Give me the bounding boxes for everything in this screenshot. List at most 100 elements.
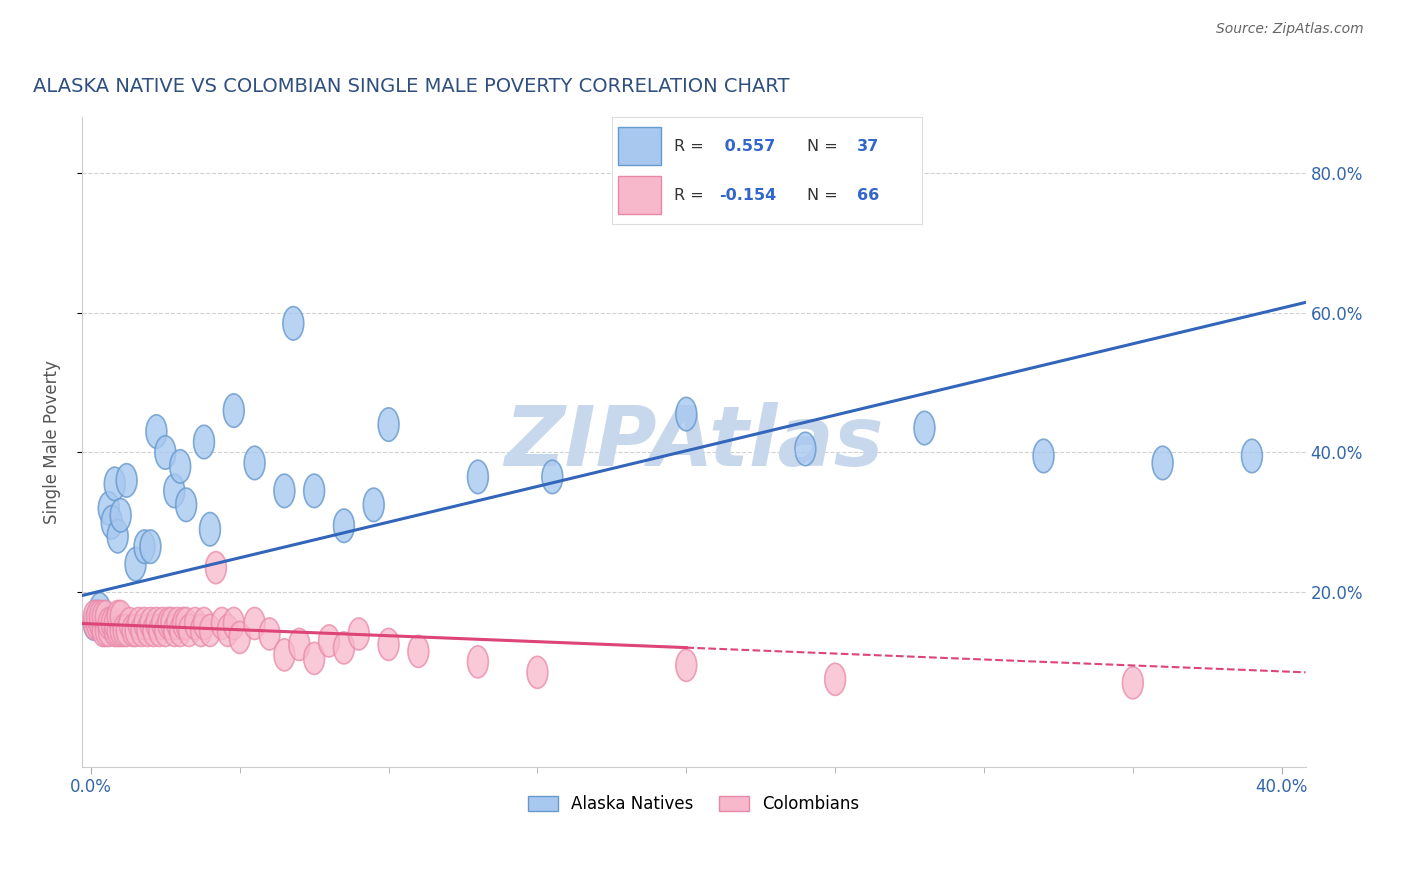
Ellipse shape — [211, 607, 232, 640]
Bar — [617, 176, 661, 214]
Ellipse shape — [90, 600, 110, 632]
Ellipse shape — [107, 615, 128, 647]
Ellipse shape — [131, 615, 152, 647]
Ellipse shape — [117, 464, 136, 497]
Ellipse shape — [98, 491, 120, 525]
Ellipse shape — [104, 607, 125, 640]
Ellipse shape — [467, 646, 488, 678]
Ellipse shape — [110, 499, 131, 532]
Ellipse shape — [274, 475, 295, 508]
Ellipse shape — [128, 607, 149, 640]
Ellipse shape — [101, 607, 122, 640]
Ellipse shape — [408, 635, 429, 667]
Ellipse shape — [146, 415, 167, 449]
Y-axis label: Single Male Poverty: Single Male Poverty — [44, 360, 60, 524]
Ellipse shape — [914, 411, 935, 445]
Ellipse shape — [229, 622, 250, 654]
Ellipse shape — [122, 615, 143, 647]
Ellipse shape — [141, 530, 160, 564]
Ellipse shape — [155, 615, 176, 647]
Ellipse shape — [96, 607, 117, 640]
Ellipse shape — [86, 599, 107, 633]
Ellipse shape — [165, 615, 184, 647]
Text: N =: N = — [807, 138, 844, 153]
Ellipse shape — [224, 394, 245, 427]
Ellipse shape — [98, 607, 120, 640]
Ellipse shape — [363, 488, 384, 522]
Text: Source: ZipAtlas.com: Source: ZipAtlas.com — [1216, 22, 1364, 37]
Ellipse shape — [96, 600, 117, 632]
Ellipse shape — [157, 607, 179, 640]
Ellipse shape — [136, 615, 157, 647]
Ellipse shape — [86, 607, 107, 640]
Ellipse shape — [304, 475, 325, 508]
Ellipse shape — [170, 615, 191, 647]
Ellipse shape — [152, 607, 173, 640]
Ellipse shape — [96, 615, 117, 647]
Ellipse shape — [825, 664, 845, 696]
Ellipse shape — [170, 450, 191, 483]
Ellipse shape — [155, 435, 176, 469]
Ellipse shape — [378, 408, 399, 442]
Ellipse shape — [143, 615, 165, 647]
Ellipse shape — [83, 607, 104, 640]
Ellipse shape — [1152, 446, 1173, 480]
Ellipse shape — [125, 615, 146, 647]
Ellipse shape — [378, 628, 399, 660]
Ellipse shape — [93, 615, 114, 647]
Ellipse shape — [83, 607, 104, 640]
Ellipse shape — [200, 615, 221, 647]
Ellipse shape — [194, 425, 215, 458]
Ellipse shape — [794, 433, 815, 466]
Ellipse shape — [104, 615, 125, 647]
Ellipse shape — [149, 615, 170, 647]
Ellipse shape — [141, 607, 160, 640]
Ellipse shape — [184, 607, 205, 640]
Ellipse shape — [1122, 666, 1143, 698]
Ellipse shape — [191, 615, 211, 647]
Ellipse shape — [676, 397, 697, 431]
Ellipse shape — [200, 513, 221, 546]
Ellipse shape — [93, 603, 114, 637]
Bar — [617, 127, 661, 165]
Ellipse shape — [165, 475, 184, 508]
Text: R =: R = — [673, 187, 709, 202]
Ellipse shape — [167, 607, 187, 640]
Text: ALASKA NATIVE VS COLOMBIAN SINGLE MALE POVERTY CORRELATION CHART: ALASKA NATIVE VS COLOMBIAN SINGLE MALE P… — [32, 78, 790, 96]
Ellipse shape — [274, 639, 295, 671]
Ellipse shape — [288, 628, 309, 660]
Ellipse shape — [676, 649, 697, 681]
Ellipse shape — [467, 460, 488, 493]
Ellipse shape — [90, 607, 110, 640]
Ellipse shape — [205, 551, 226, 583]
Ellipse shape — [86, 600, 107, 632]
Ellipse shape — [349, 618, 370, 650]
Ellipse shape — [146, 607, 167, 640]
Text: 0.557: 0.557 — [718, 138, 775, 153]
Ellipse shape — [304, 642, 325, 674]
Ellipse shape — [259, 618, 280, 650]
Ellipse shape — [179, 615, 200, 647]
Ellipse shape — [125, 548, 146, 581]
Ellipse shape — [93, 600, 114, 632]
Ellipse shape — [107, 600, 128, 632]
Ellipse shape — [117, 615, 136, 647]
Ellipse shape — [176, 488, 197, 522]
Ellipse shape — [224, 607, 245, 640]
Ellipse shape — [527, 657, 548, 689]
Ellipse shape — [107, 519, 128, 553]
Text: -0.154: -0.154 — [718, 187, 776, 202]
Ellipse shape — [176, 607, 197, 640]
Ellipse shape — [173, 607, 194, 640]
Ellipse shape — [134, 607, 155, 640]
Ellipse shape — [83, 600, 104, 632]
Ellipse shape — [110, 600, 131, 632]
Text: R =: R = — [673, 138, 709, 153]
Ellipse shape — [333, 509, 354, 542]
Ellipse shape — [98, 615, 120, 647]
Ellipse shape — [1033, 439, 1054, 473]
Ellipse shape — [1241, 439, 1263, 473]
Ellipse shape — [114, 615, 134, 647]
Text: N =: N = — [807, 187, 844, 202]
Ellipse shape — [104, 467, 125, 500]
